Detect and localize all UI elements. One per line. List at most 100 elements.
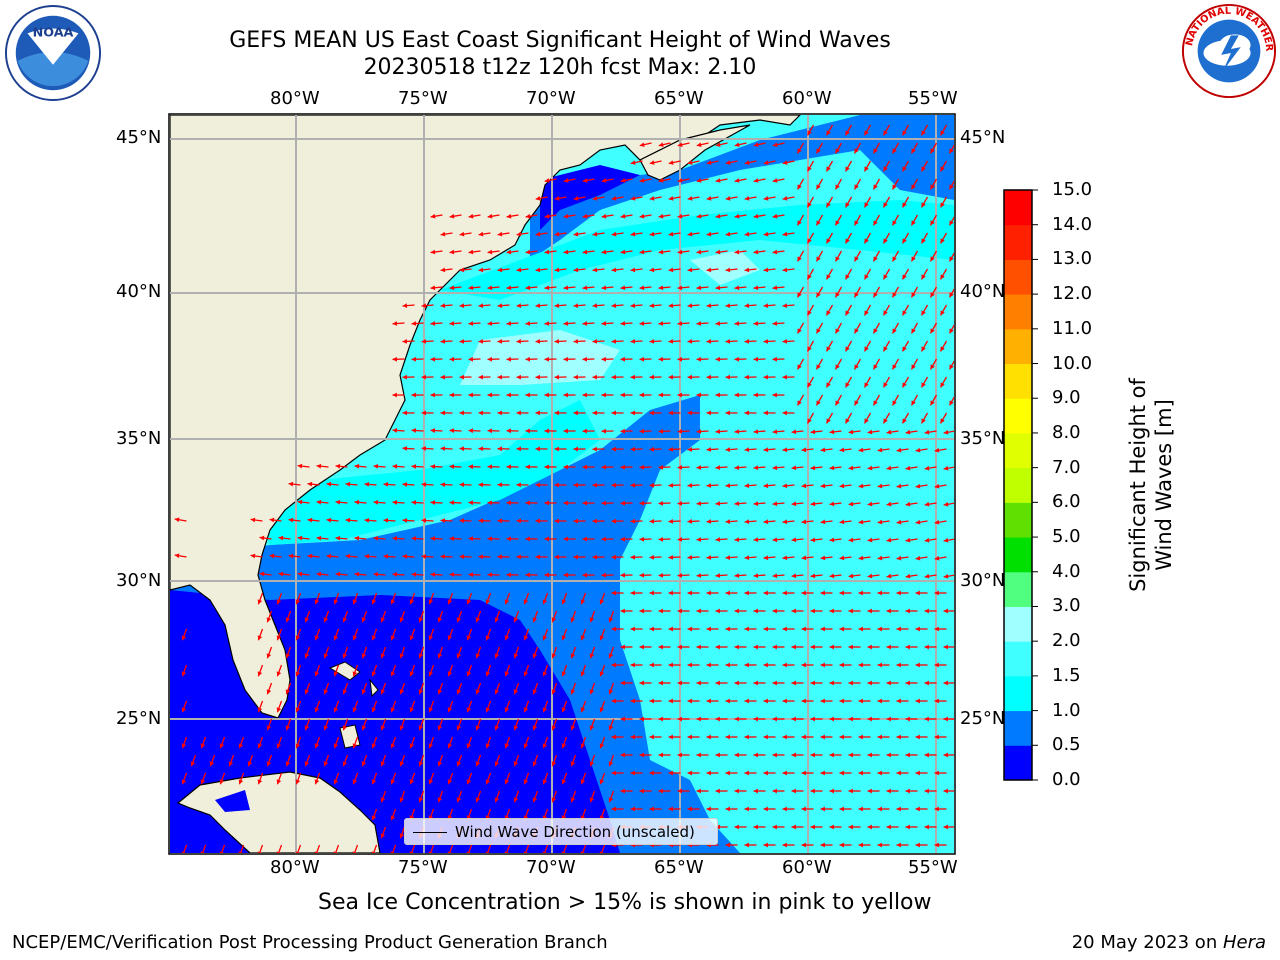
colorbar-segment: [1004, 641, 1032, 677]
wind-wave-arrow-head: [620, 428, 625, 434]
wind-wave-arrow-head: [725, 447, 731, 452]
wind-wave-arrow-head: [782, 698, 787, 704]
wind-wave-arrow-head: [924, 752, 929, 758]
wind-wave-arrow-head: [573, 518, 578, 524]
wind-wave-arrow-head: [725, 410, 730, 416]
wind-wave-arrow-head: [896, 519, 902, 525]
wind-wave-arrow-head: [580, 671, 586, 677]
wind-wave-arrow-head: [459, 338, 465, 344]
wind-wave-arrow-head: [238, 779, 244, 785]
wind-wave-arrow-head: [854, 148, 859, 154]
wind-wave-arrow-head: [902, 238, 907, 244]
wind-wave-arrow-head: [725, 590, 730, 596]
wind-wave-arrow-head: [285, 761, 291, 767]
wind-wave-arrow-head: [314, 743, 320, 749]
wind-wave-arrow-head: [753, 501, 759, 507]
wind-wave-arrow-head: [772, 716, 777, 722]
wind-wave-arrow-head: [744, 483, 750, 489]
wind-wave-arrow-head: [459, 446, 464, 452]
wind-wave-arrow-head: [734, 501, 740, 506]
wind-wave-arrow-head: [620, 464, 625, 470]
wind-wave-arrow-head: [250, 553, 256, 559]
wind-wave-arrow-head: [639, 321, 645, 326]
wind-wave-arrow-head: [763, 806, 768, 812]
wind-wave-arrow-head: [418, 797, 424, 803]
wind-wave-arrow-head: [361, 725, 367, 731]
wind-wave-arrow-head: [620, 249, 626, 255]
wind-wave-arrow-head: [174, 553, 180, 559]
wind-wave-arrow-head: [428, 635, 434, 641]
wind-wave-arrow-head: [772, 142, 778, 148]
wind-wave-arrow-head: [620, 285, 626, 291]
wind-wave-arrow-head: [620, 356, 625, 362]
wind-wave-arrow-shaft: [600, 844, 606, 853]
wind-wave-arrow-head: [181, 707, 187, 713]
wind-wave-arrow-head: [430, 428, 436, 433]
wind-wave-arrow-head: [845, 310, 850, 316]
wind-wave-arrow-head: [873, 184, 878, 190]
wind-wave-arrow-head: [725, 770, 730, 776]
wind-wave-arrow-head: [554, 231, 560, 237]
colorbar-segment: [1004, 606, 1032, 642]
wind-wave-arrow-head: [924, 716, 929, 722]
wind-wave-arrow-head: [466, 599, 472, 605]
wind-wave-arrow-head: [715, 716, 720, 722]
wind-wave-arrow-head: [782, 519, 788, 525]
wind-wave-arrow-head: [380, 725, 386, 731]
wind-wave-arrow-head: [839, 555, 845, 561]
wind-wave-arrow-head: [535, 338, 541, 344]
wind-wave-arrow-head: [658, 249, 664, 255]
wind-wave-arrow-head: [573, 338, 579, 344]
lat-label-left: 35°N: [116, 428, 162, 449]
wind-wave-arrow-head: [371, 743, 377, 749]
wind-wave-arrow-head: [649, 626, 654, 632]
wind-wave-arrow-head: [826, 130, 831, 136]
wind-wave-arrow-head: [763, 338, 769, 344]
wind-wave-arrow-head: [854, 184, 859, 190]
wind-wave-arrow-head: [943, 752, 948, 758]
wind-wave-arrow-head: [478, 410, 483, 416]
wind-wave-arrow-head: [943, 788, 948, 794]
wind-wave-arrow-head: [782, 447, 788, 453]
wind-wave-arrow-head: [930, 184, 935, 190]
wind-wave-arrow-head: [892, 256, 897, 262]
wind-wave-arrow-head: [639, 608, 644, 614]
wind-wave-arrow-head: [525, 356, 530, 362]
wind-wave-arrow-head: [839, 519, 845, 525]
wind-wave-arrow-head: [858, 662, 863, 668]
wind-wave-arrow-head: [696, 644, 701, 650]
wind-wave-arrow-head: [658, 500, 664, 506]
wave-height-band-1.5-2.0-east: [690, 250, 760, 285]
wind-wave-arrow-head: [810, 824, 815, 830]
wind-wave-arrow-head: [544, 572, 549, 578]
wind-wave-arrow-head: [485, 707, 491, 713]
wind-wave-arrow-head: [668, 160, 674, 165]
wind-wave-arrow-head: [921, 382, 926, 388]
wind-wave-arrow-head: [601, 572, 606, 578]
wind-wave-arrow-head: [753, 573, 759, 579]
wind-wave-arrow-head: [371, 635, 377, 641]
wind-wave-arrow-head: [744, 410, 749, 416]
wind-wave-arrow-head: [687, 267, 693, 273]
wind-wave-arrow-head: [535, 518, 540, 524]
wind-wave-arrow-head: [858, 734, 863, 740]
wind-wave-arrow-head: [601, 356, 606, 362]
wind-wave-arrow-head: [854, 328, 859, 334]
wind-wave-arrow-head: [763, 374, 768, 380]
wind-wave-arrow-head: [494, 797, 500, 803]
wind-wave-arrow-head: [620, 213, 626, 219]
wind-wave-arrow-head: [630, 554, 635, 560]
wind-wave-arrow-head: [516, 267, 522, 273]
wind-wave-arrow-head: [801, 626, 806, 632]
wind-wave-arrow-head: [487, 285, 493, 291]
wind-wave-arrow-head: [892, 184, 897, 190]
wind-wave-arrow-head: [487, 464, 492, 470]
wind-wave-arrow-head: [630, 446, 635, 452]
wind-wave-arrow-head: [525, 464, 530, 470]
wind-wave-arrow-head: [297, 463, 303, 469]
wind-wave-arrow-head: [753, 680, 758, 686]
wind-wave-arrow-head: [867, 608, 872, 614]
wind-wave-arrow-head: [468, 356, 473, 362]
wind-wave-arrow-head: [285, 725, 291, 731]
wind-wave-arrow-head: [886, 824, 891, 830]
